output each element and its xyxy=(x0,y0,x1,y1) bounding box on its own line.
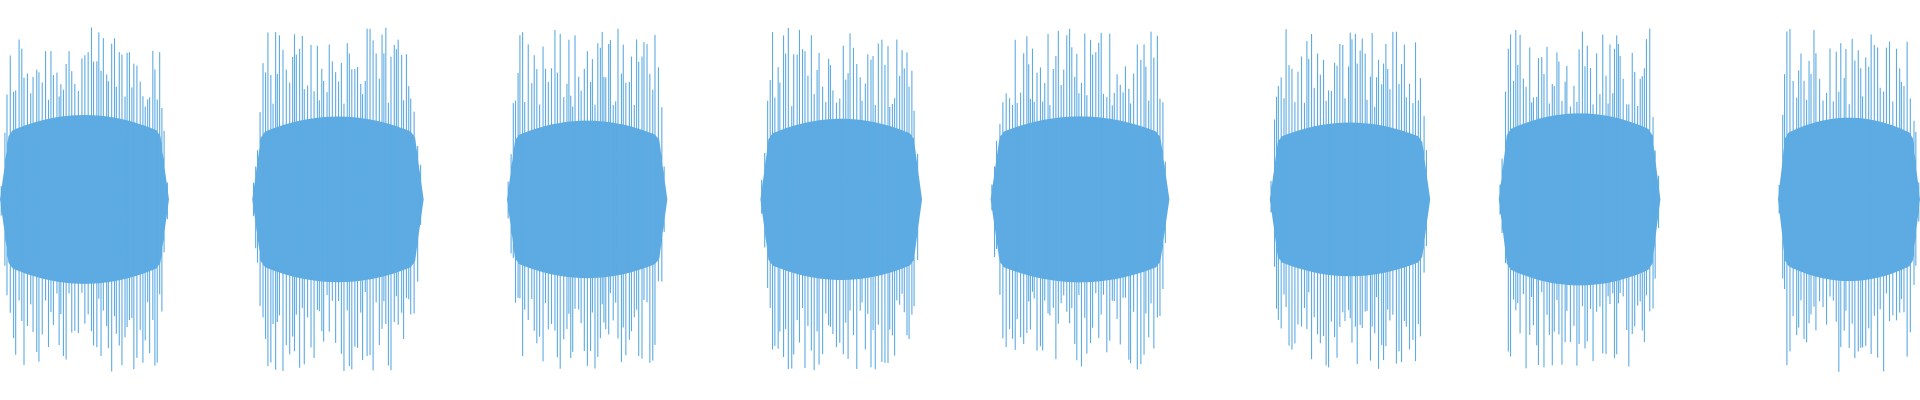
waveform-spikes xyxy=(1270,29,1427,369)
waveform-spikes xyxy=(1499,28,1660,369)
waveform-burst xyxy=(1777,29,1920,372)
waveform-burst xyxy=(760,27,923,371)
waveform-spikes xyxy=(0,27,168,372)
waveform-burst xyxy=(1498,28,1661,369)
waveform-spikes xyxy=(761,27,919,371)
waveform-burst xyxy=(1269,29,1431,369)
waveform-burst xyxy=(252,27,424,371)
waveform-core xyxy=(990,116,1170,283)
waveform-spikes xyxy=(991,28,1166,370)
waveform-burst xyxy=(990,28,1170,370)
waveform-core xyxy=(760,118,923,281)
waveform-burst xyxy=(506,28,668,369)
waveform-core xyxy=(252,116,424,283)
waveform-spikes xyxy=(507,28,665,369)
waveform-spikes xyxy=(252,27,422,371)
waveform-spikes xyxy=(1778,29,1920,372)
waveform-burst xyxy=(0,27,169,372)
